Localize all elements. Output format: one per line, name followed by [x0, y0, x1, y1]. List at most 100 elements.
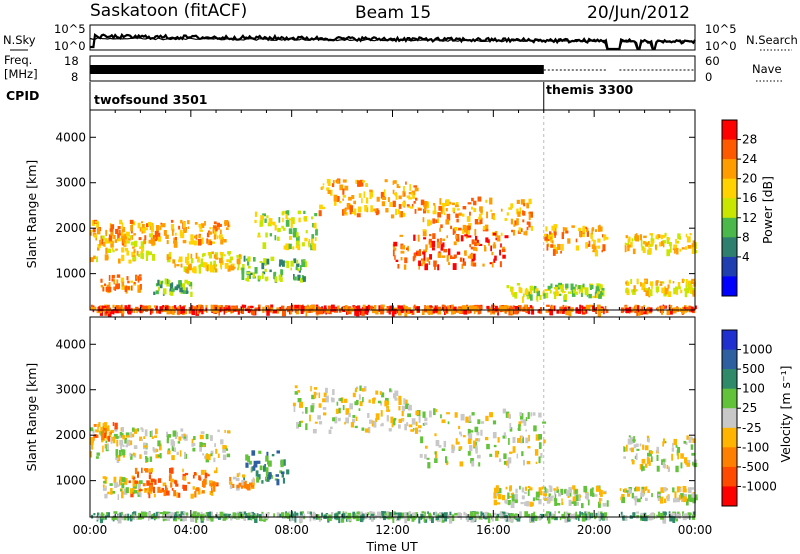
data-cell [620, 511, 623, 517]
data-cell [90, 306, 94, 310]
data-cell [138, 489, 143, 492]
data-cell [223, 239, 227, 243]
data-cell [119, 431, 123, 438]
data-cell [527, 446, 531, 449]
data-cell [115, 449, 119, 456]
data-cell [386, 401, 389, 406]
data-cell [205, 304, 208, 310]
data-cell [462, 435, 466, 438]
data-cell [486, 211, 488, 219]
data-cell [266, 258, 270, 265]
data-cell [198, 234, 201, 239]
data-cell [318, 403, 322, 408]
data-cell [575, 284, 577, 287]
data-cell [470, 246, 475, 250]
data-cell [597, 511, 600, 516]
data-cell [527, 412, 530, 419]
data-cell [314, 213, 318, 217]
data-cell [419, 263, 423, 267]
data-cell [153, 493, 156, 498]
data-cell [651, 234, 653, 240]
data-cell [497, 488, 502, 494]
data-cell [172, 430, 177, 437]
data-cell [139, 283, 142, 290]
data-cell [648, 247, 652, 255]
data-cell [517, 438, 521, 443]
data-cell [427, 309, 430, 313]
data-cell [300, 277, 304, 283]
data-cell [294, 385, 298, 389]
data-cell [424, 422, 428, 425]
data-cell [475, 447, 478, 454]
data-cell [407, 413, 411, 418]
data-cell [687, 487, 692, 494]
data-cell [512, 305, 515, 308]
data-cell [131, 235, 134, 240]
data-cell [297, 390, 301, 393]
data-cell [105, 286, 110, 292]
data-cell [397, 264, 400, 269]
data-cell [518, 227, 521, 233]
data-cell [392, 200, 396, 208]
data-cell [151, 238, 156, 246]
data-cell [452, 228, 455, 235]
data-cell [459, 461, 464, 467]
data-cell [487, 239, 490, 243]
data-cell [465, 416, 469, 423]
data-cell [159, 226, 162, 230]
data-cell [293, 258, 297, 264]
data-cell [225, 445, 228, 451]
data-cell [194, 222, 198, 225]
data-cell [243, 304, 247, 308]
data-cell [145, 512, 150, 518]
data-cell [597, 225, 601, 232]
data-cell [454, 512, 458, 516]
data-cell [184, 515, 187, 522]
data-cell [429, 242, 433, 248]
cpid-row: CPID twofsound 3501 themis 3300 [6, 82, 634, 110]
data-cell [345, 408, 350, 415]
data-cell [564, 291, 566, 294]
data-cell [560, 284, 564, 289]
data-cell [116, 274, 121, 278]
data-cell [105, 256, 108, 260]
data-cell [668, 242, 672, 247]
data-cell [393, 247, 397, 251]
data-cell [352, 392, 356, 398]
data-cell [516, 453, 519, 459]
data-cell [565, 230, 569, 234]
data-cell [110, 429, 114, 433]
data-cell [163, 511, 166, 518]
data-cell [210, 450, 214, 455]
data-cell [120, 232, 124, 238]
data-cell [243, 255, 246, 262]
data-cell [581, 512, 584, 515]
data-cell [427, 219, 431, 227]
data-cell [623, 446, 625, 452]
data-cell [560, 250, 562, 254]
data-cell [543, 493, 548, 497]
data-cell [495, 237, 498, 241]
data-cell [173, 305, 177, 309]
data-cell [396, 183, 399, 188]
data-cell [111, 516, 114, 521]
data-cell [673, 498, 677, 503]
data-cell [519, 207, 522, 214]
data-cell [640, 512, 644, 516]
data-cell [478, 213, 482, 219]
data-cell [180, 428, 184, 432]
data-cell [231, 263, 235, 266]
data-cell [325, 395, 329, 403]
data-cell [660, 281, 665, 284]
data-cell [138, 483, 140, 491]
data-cell [358, 394, 361, 400]
data-cell [215, 257, 219, 260]
data-cell [516, 199, 520, 204]
power-colorbar-label: Power [dB] [760, 176, 775, 244]
data-cell [478, 305, 483, 310]
data-cell [166, 431, 168, 438]
data-cell [588, 240, 591, 247]
data-cell [460, 413, 465, 421]
data-cell [299, 515, 303, 523]
